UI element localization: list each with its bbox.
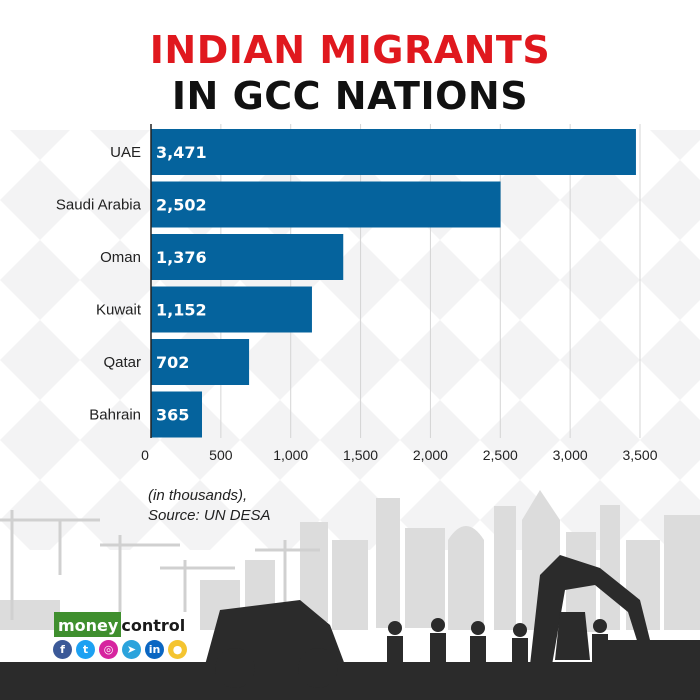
data-label: 702	[156, 353, 189, 372]
telegram-icon: ➤	[122, 640, 141, 659]
twitter-icon: t	[76, 640, 95, 659]
category-label: UAE	[110, 144, 141, 161]
cranes	[0, 510, 320, 625]
chart-title-line2: IN GCC NATIONS	[171, 74, 529, 118]
x-tick-label: 0	[141, 447, 149, 463]
bar	[151, 129, 636, 175]
data-label: 365	[156, 406, 189, 425]
bar-chart: 3,471 2,502 1,376 1,152 702 365 0 500 1,000 1,50…	[56, 124, 658, 463]
data-label: 1,376	[156, 248, 207, 267]
gridlines	[220, 124, 641, 438]
city-buildings	[0, 490, 700, 632]
facebook-icon: f	[53, 640, 72, 659]
data-label: 2,502	[156, 196, 207, 215]
construction-silhouettes	[205, 555, 700, 688]
x-tick-label: 1,000	[273, 447, 308, 463]
social-icons: f t ◎ ➤ in ●	[53, 640, 187, 659]
chart-note: (in thousands), Source: UN DESA	[148, 486, 271, 526]
bars: 3,471 2,502 1,376 1,152 702 365	[151, 129, 636, 438]
logo-control: control	[121, 612, 190, 637]
moneycontrol-logo: money control	[54, 612, 190, 637]
bar	[151, 234, 344, 280]
data-label: 1,152	[156, 301, 207, 320]
category-label: Bahrain	[89, 407, 141, 424]
chart-title-line1: INDIAN MIGRANTS	[149, 28, 551, 72]
koo-icon: ●	[168, 640, 187, 659]
x-tick-label: 3,500	[622, 447, 657, 463]
ground	[0, 662, 700, 700]
bar	[151, 286, 312, 333]
linkedin-icon: in	[145, 640, 164, 659]
x-tick-label: 2,500	[483, 447, 518, 463]
category-label: Qatar	[103, 354, 141, 371]
axis: 0 500 1,000 1,500 2,000 2,500 3,000 3,500 UAE Sau…	[56, 124, 658, 463]
category-label: Oman	[100, 249, 141, 266]
x-tick-label: 1,500	[343, 447, 378, 463]
x-tick-label: 3,000	[553, 447, 588, 463]
bar	[151, 391, 202, 438]
x-tick-label: 2,000	[413, 447, 448, 463]
source-note: Source: UN DESA	[148, 507, 271, 524]
bar	[151, 181, 501, 228]
x-tick-label: 500	[209, 447, 233, 463]
logo-money: money	[54, 612, 122, 637]
data-label: 3,471	[156, 143, 207, 162]
instagram-icon: ◎	[99, 640, 118, 659]
category-label: Kuwait	[96, 302, 142, 319]
category-label: Saudi Arabia	[56, 197, 142, 214]
unit-note: (in thousands),	[148, 487, 248, 504]
bar	[151, 339, 250, 385]
